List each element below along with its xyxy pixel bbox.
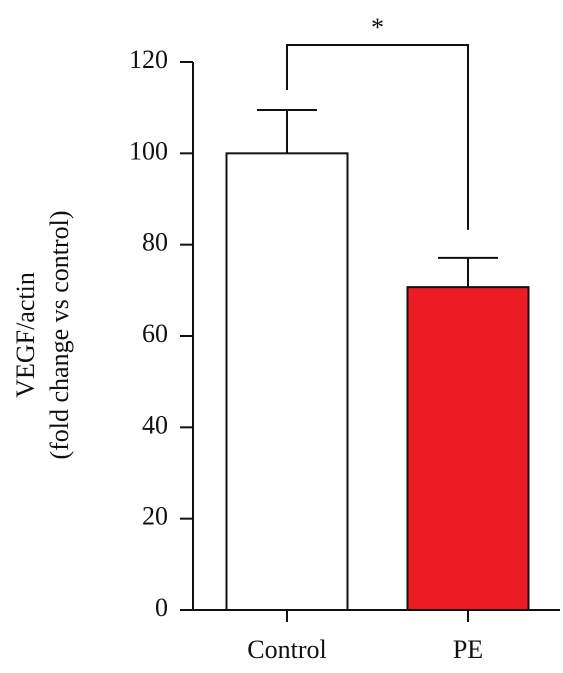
y-axis-label: (fold change vs control) xyxy=(45,210,74,459)
y-tick-label: 20 xyxy=(142,502,168,531)
y-tick-label: 60 xyxy=(142,319,168,348)
y-tick-label: 120 xyxy=(129,45,168,74)
y-axis-label: VEGF/actin xyxy=(11,272,40,398)
y-tick-label: 100 xyxy=(129,136,168,165)
x-tick-label: PE xyxy=(453,635,483,664)
x-tick-label: Control xyxy=(247,635,326,664)
significance-bracket xyxy=(286,44,469,230)
y-tick-label: 40 xyxy=(142,410,168,439)
significance-label: * xyxy=(371,13,384,42)
y-tick-label: 0 xyxy=(155,593,168,622)
bar xyxy=(406,286,530,611)
y-tick-label: 80 xyxy=(142,228,168,257)
bar xyxy=(225,152,349,611)
